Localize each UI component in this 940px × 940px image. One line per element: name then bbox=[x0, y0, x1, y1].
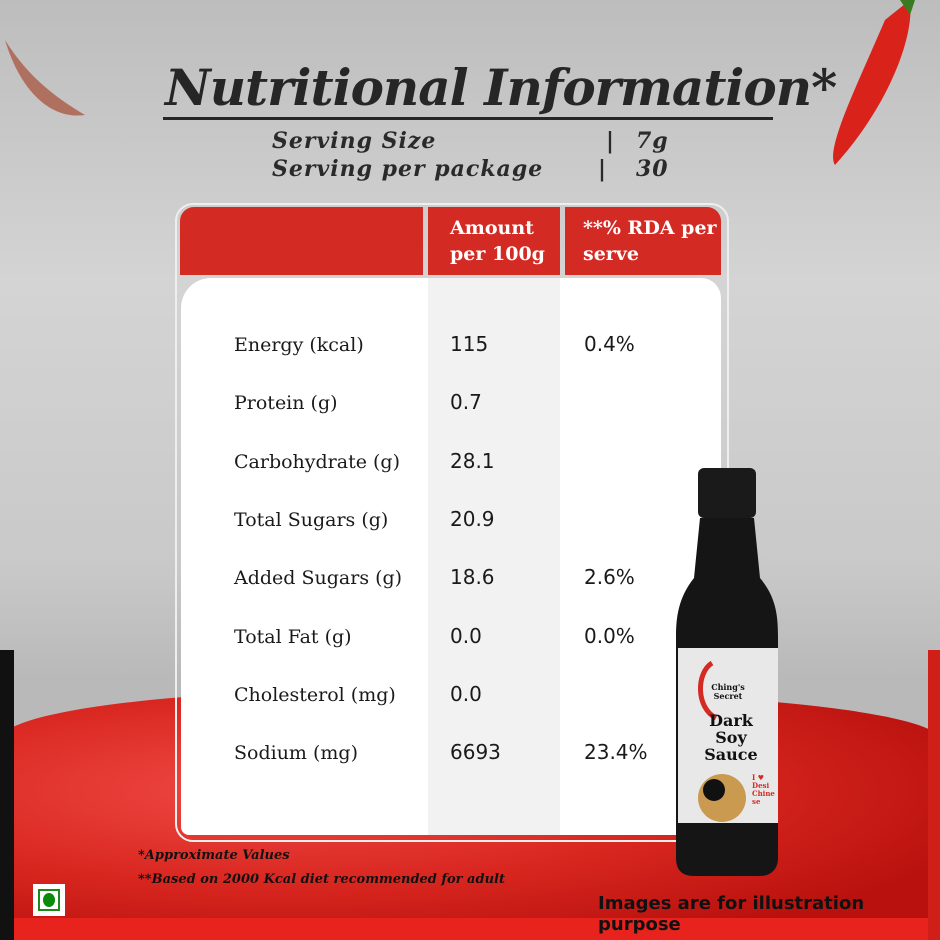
left-edge bbox=[0, 650, 14, 940]
title-underline bbox=[163, 117, 773, 120]
veg-symbol-icon bbox=[33, 884, 65, 916]
row-nutrient: Total Fat (g) bbox=[234, 625, 352, 648]
row-nutrient: Added Sugars (g) bbox=[234, 567, 403, 590]
page-title: Nutritional Information* bbox=[165, 58, 837, 117]
bottle-brand-logo: Ching's Secret bbox=[711, 682, 745, 701]
serving-size-label: Serving Size bbox=[272, 128, 437, 154]
row-amount: 0.7 bbox=[450, 390, 482, 415]
row-amount: 20.9 bbox=[450, 506, 495, 531]
amount-column bbox=[428, 278, 560, 835]
row-nutrient: Cholesterol (mg) bbox=[234, 683, 396, 706]
row-amount: 0.0 bbox=[450, 623, 482, 648]
row-amount: 0.0 bbox=[450, 681, 482, 706]
serving-size-value: 7g bbox=[636, 128, 669, 154]
garlic-peel-icon bbox=[5, 40, 85, 116]
bottle-tagline: I ♥ Desi Chinese bbox=[752, 773, 775, 806]
header-nutrient-cell bbox=[180, 207, 423, 275]
row-nutrient: Energy (kcal) bbox=[234, 334, 364, 356]
bottle-product-name: Dark Soy Sauce bbox=[704, 711, 758, 764]
serving-size-separator: | bbox=[606, 128, 616, 154]
illustration-disclaimer: Images are for illustration purpose bbox=[598, 893, 865, 935]
row-nutrient: Carbohydrate (g) bbox=[234, 450, 400, 473]
bottom-band bbox=[0, 918, 940, 940]
chili-icon bbox=[833, 0, 915, 165]
soy-sauce-bottle-image bbox=[676, 468, 778, 876]
row-rda: 23.4% bbox=[584, 740, 648, 765]
row-rda: 0.4% bbox=[584, 332, 635, 356]
row-nutrient: Sodium (mg) bbox=[234, 742, 358, 765]
note-approximate: *Approximate Values bbox=[138, 848, 290, 863]
servings-per-package-separator: | bbox=[598, 156, 608, 182]
servings-per-package-value: 30 bbox=[636, 156, 669, 182]
note-rda-basis: **Based on 2000 Kcal diet recommended fo… bbox=[138, 872, 505, 887]
header-rda: **% RDA per serve bbox=[565, 207, 721, 275]
servings-per-package-label: Serving per package bbox=[272, 156, 544, 182]
row-rda: 2.6% bbox=[584, 565, 635, 590]
row-amount: 18.6 bbox=[450, 565, 495, 590]
header-amount: Amount per 100g bbox=[428, 207, 560, 275]
row-amount: 115 bbox=[450, 332, 489, 356]
right-edge bbox=[928, 650, 940, 940]
row-nutrient: Total Sugars (g) bbox=[234, 508, 389, 531]
row-rda: 0.0% bbox=[584, 623, 635, 648]
row-nutrient: Protein (g) bbox=[234, 392, 338, 415]
row-amount: 28.1 bbox=[450, 448, 495, 473]
row-amount: 6693 bbox=[450, 740, 501, 765]
